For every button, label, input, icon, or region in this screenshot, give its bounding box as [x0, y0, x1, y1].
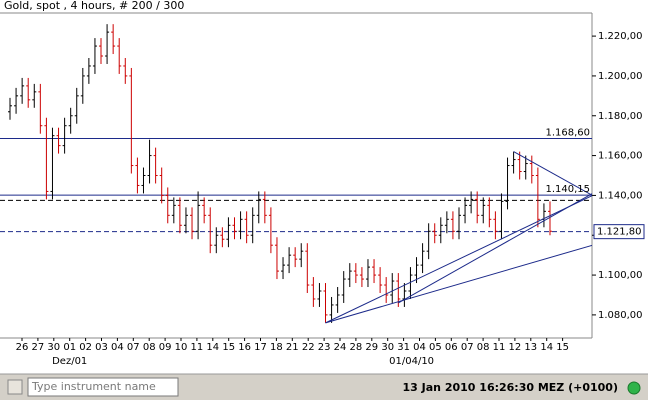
x-tick-label: 07: [127, 342, 140, 353]
trend-line: [325, 244, 592, 324]
status-datetime: 13 Jan 2010 16:26:30 MEZ (+0100): [403, 381, 618, 394]
x-tick-label: 11: [493, 342, 506, 353]
x-tick-label: 30: [381, 342, 394, 353]
chart-title: Gold, spot , 4 hours, # 200 / 300: [4, 0, 184, 12]
y-tick-label: 1.180,00: [598, 111, 643, 122]
x-tick-label: 16: [238, 342, 251, 353]
instrument-search[interactable]: [27, 377, 179, 397]
x-tick-label: 07: [461, 342, 474, 353]
y-tick-label: 1.100,00: [598, 270, 643, 281]
x-tick-label: 28: [350, 342, 363, 353]
x-tick-label: 22: [302, 342, 315, 353]
x-tick-label: 15: [556, 342, 569, 353]
x-tick-label: 21: [286, 342, 299, 353]
search-placeholder: Type instrument name: [31, 380, 156, 393]
x-tick-label: 26: [16, 342, 29, 353]
x-tick-label: 31: [397, 342, 410, 353]
x-tick-label: 13: [524, 342, 537, 353]
x-tick-label: 10: [175, 342, 188, 353]
trend-line: [398, 193, 592, 304]
chart-background: [0, 0, 648, 374]
y-tick-label: 1.160,00: [598, 151, 643, 162]
x-tick-label: 12: [509, 342, 522, 353]
x-tick-label: 14: [206, 342, 219, 353]
price-marker: [593, 224, 645, 240]
x-tick-label: 04: [111, 342, 124, 353]
x-tick-label: 17: [254, 342, 267, 353]
x-date-label: 01/04/10: [389, 356, 434, 367]
price-marker-label: 1.121,80: [597, 227, 642, 238]
y-tick-label: 1.200,00: [598, 71, 643, 82]
trend-line: [325, 195, 592, 324]
horizontal-line-label: 1.140,15: [545, 184, 590, 195]
y-tick-label: 1.220,00: [598, 31, 643, 42]
x-tick-label: 01: [63, 342, 76, 353]
x-tick-label: 06: [445, 342, 458, 353]
x-tick-label: 27: [32, 342, 45, 353]
x-tick-label: 15: [222, 342, 235, 353]
x-tick-label: 24: [334, 342, 347, 353]
x-tick-label: 05: [429, 342, 442, 353]
y-tick-label: 1.140,00: [598, 190, 643, 201]
x-tick-label: 23: [318, 342, 331, 353]
x-date-label: Dez/01: [52, 356, 87, 367]
x-tick-label: 03: [95, 342, 108, 353]
x-tick-label: 08: [143, 342, 156, 353]
x-tick-label: 04: [413, 342, 426, 353]
plot: [0, 24, 592, 324]
x-tick-label: 30: [47, 342, 60, 353]
x-tick-label: 02: [79, 342, 92, 353]
y-tick-label: 1.080,00: [598, 310, 643, 321]
x-tick-label: 11: [191, 342, 204, 353]
x-tick-label: 09: [159, 342, 172, 353]
x-tick-label: 14: [540, 342, 553, 353]
x-tick-label: 29: [365, 342, 378, 353]
horizontal-line-label: 1.168,60: [545, 127, 590, 138]
x-tick-label: 18: [270, 342, 283, 353]
settings-icon[interactable]: [7, 379, 23, 395]
connection-indicator: [627, 381, 641, 395]
trend-line: [513, 151, 592, 196]
x-tick-label: 08: [477, 342, 490, 353]
